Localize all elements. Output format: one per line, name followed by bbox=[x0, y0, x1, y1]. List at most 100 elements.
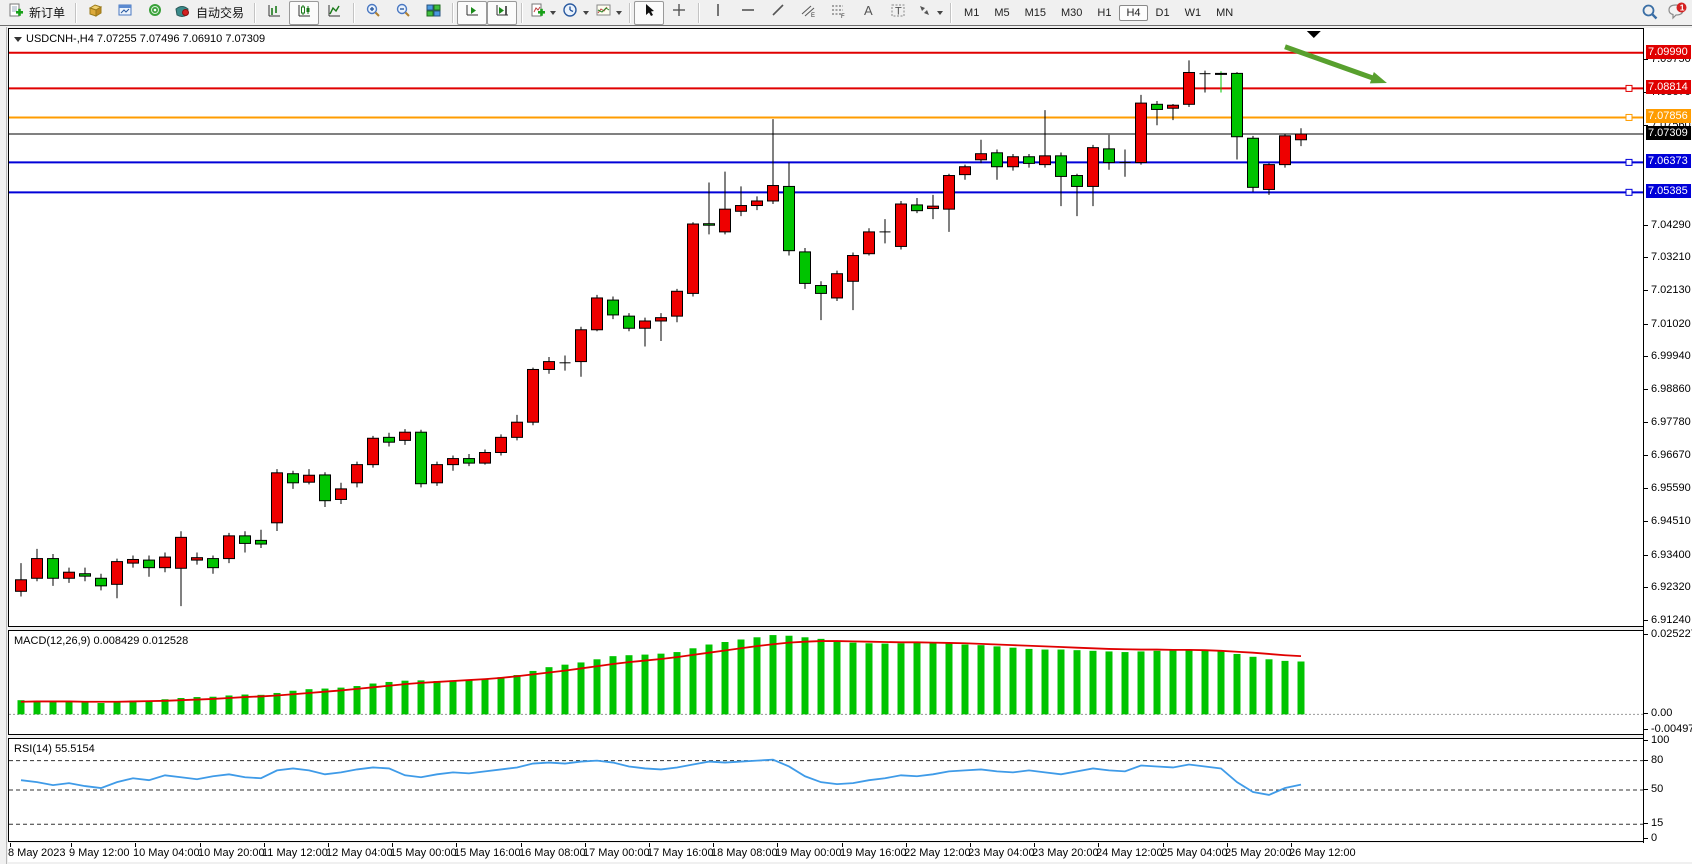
macd-bar bbox=[545, 667, 553, 715]
candle-body bbox=[1215, 72, 1227, 75]
time-tick bbox=[200, 843, 201, 847]
macd-bar bbox=[113, 701, 121, 715]
axis-tick-label: 6.91240 bbox=[1651, 614, 1691, 626]
arrows-tool-button[interactable] bbox=[913, 1, 946, 25]
templates-button[interactable] bbox=[592, 1, 625, 25]
vertical-line-icon bbox=[710, 2, 727, 24]
price-chart-panel[interactable]: USDCNH-,H4 7.07255 7.07496 7.06910 7.073… bbox=[8, 28, 1644, 627]
axis-tick-dash bbox=[1644, 59, 1648, 60]
chart-shift-button[interactable] bbox=[487, 0, 518, 25]
search-icon[interactable] bbox=[1640, 2, 1660, 27]
candle-body bbox=[431, 464, 443, 484]
tile-windows-icon bbox=[425, 2, 442, 24]
line-handle[interactable] bbox=[1625, 158, 1633, 166]
periods-button[interactable] bbox=[559, 1, 592, 25]
axis-tick-dash bbox=[1644, 225, 1648, 226]
macd-bar bbox=[673, 652, 681, 715]
collapse-icon[interactable] bbox=[14, 36, 22, 42]
macd-bar bbox=[97, 703, 105, 715]
macd-bar bbox=[561, 664, 569, 715]
tile-windows-button[interactable] bbox=[418, 1, 448, 25]
time-label: 25 May 04:00 bbox=[1161, 847, 1228, 859]
toolbar-right: 1 bbox=[1640, 2, 1688, 27]
cursor-button[interactable] bbox=[634, 0, 665, 25]
axis-tick-label: 100 bbox=[1651, 734, 1670, 746]
time-axis[interactable]: 8 May 2023 9 May 12:00 10 May 04:00 10 May … bbox=[8, 843, 1644, 862]
market-watch-button[interactable] bbox=[80, 1, 110, 25]
macd-bar bbox=[817, 638, 825, 715]
separator bbox=[353, 2, 355, 23]
macd-bar bbox=[769, 635, 777, 715]
time-tick bbox=[1098, 843, 1099, 847]
crosshair-button[interactable] bbox=[664, 1, 694, 25]
candlestick-type-button[interactable] bbox=[289, 0, 320, 25]
axis-tick-label: 80 bbox=[1651, 754, 1664, 766]
chart-window-button[interactable] bbox=[110, 1, 140, 25]
timeframe-h4[interactable]: H4 bbox=[1119, 4, 1148, 21]
equidistant-channel-tool-button[interactable]: E bbox=[793, 1, 823, 25]
new-order-button[interactable]: 新订单 bbox=[4, 1, 71, 25]
time-label: 26 May 12:00 bbox=[1289, 847, 1356, 859]
time-tick bbox=[906, 843, 907, 847]
auto-trading-button[interactable]: 自动交易 bbox=[170, 1, 250, 25]
price-axis[interactable]: 7.097507.086707.075607.042907.032107.021… bbox=[1643, 28, 1692, 862]
trend-arrow[interactable] bbox=[1284, 44, 1381, 83]
timeframe-mn[interactable]: MN bbox=[1216, 6, 1234, 19]
candle-body bbox=[415, 431, 427, 485]
time-label: 12 May 04:00 bbox=[326, 847, 393, 859]
timeframe-m30[interactable]: M30 bbox=[1061, 6, 1083, 19]
timeframe-w1[interactable]: W1 bbox=[1184, 6, 1202, 19]
timeframe-m1[interactable]: M1 bbox=[964, 6, 980, 19]
fibonacci-icon: F bbox=[830, 2, 847, 24]
macd-panel[interactable]: MACD(12,26,9) 0.008429 0.012528 bbox=[8, 630, 1644, 735]
sonar-button[interactable] bbox=[140, 1, 170, 25]
axis-tick-dash bbox=[1644, 789, 1648, 790]
timeframe-d1[interactable]: D1 bbox=[1155, 6, 1170, 19]
fibonacci-tool-button[interactable]: F bbox=[823, 1, 853, 25]
bar-chart-type-button[interactable] bbox=[259, 1, 289, 25]
candle-body bbox=[1103, 148, 1115, 163]
line-handle[interactable] bbox=[1625, 188, 1633, 196]
axis-tick-label: 6.99940 bbox=[1651, 350, 1691, 362]
vertical-line-tool-button[interactable] bbox=[703, 1, 733, 25]
separator bbox=[950, 2, 952, 23]
timeframe-m5[interactable]: M5 bbox=[994, 6, 1010, 19]
macd-chart[interactable] bbox=[9, 631, 1643, 734]
indicators-button[interactable] bbox=[526, 1, 559, 25]
axis-tick-dash bbox=[1644, 356, 1648, 357]
rsi-panel[interactable]: RSI(14) 55.5154 bbox=[8, 738, 1644, 842]
timeframe-m15[interactable]: M15 bbox=[1024, 6, 1046, 19]
candle-body bbox=[479, 452, 491, 464]
candle-body bbox=[383, 436, 395, 443]
text-tool-button[interactable]: A bbox=[853, 1, 883, 25]
time-tick bbox=[10, 843, 11, 847]
notifications-button[interactable]: 1 bbox=[1666, 2, 1688, 27]
candle-body bbox=[1135, 102, 1147, 163]
candle-body bbox=[735, 205, 747, 212]
line-chart-type-button[interactable] bbox=[319, 1, 349, 25]
time-label: 15 May 00:00 bbox=[390, 847, 457, 859]
price-badge: 7.06373 bbox=[1646, 154, 1691, 168]
rsi-chart[interactable] bbox=[9, 739, 1643, 841]
zoom-out-button[interactable] bbox=[388, 1, 418, 25]
text-label-tool-button[interactable]: T bbox=[883, 1, 913, 25]
line-chart-icon bbox=[326, 2, 343, 24]
line-handle[interactable] bbox=[1625, 84, 1633, 92]
timeframe-h1[interactable]: H1 bbox=[1097, 6, 1112, 19]
axis-tick-dash bbox=[1644, 713, 1648, 714]
candle-body bbox=[303, 474, 315, 483]
auto-scroll-button[interactable] bbox=[457, 0, 488, 25]
candlestick-chart[interactable] bbox=[9, 29, 1643, 626]
line-handle[interactable] bbox=[1625, 113, 1633, 121]
scroll-end-marker[interactable] bbox=[1306, 31, 1321, 38]
candle-body bbox=[1039, 155, 1051, 166]
macd-bar bbox=[1201, 650, 1209, 715]
zoom-in-button[interactable] bbox=[358, 1, 388, 25]
svg-text:A: A bbox=[864, 3, 873, 18]
candle-body bbox=[1247, 137, 1259, 188]
axis-tick-dash bbox=[1644, 634, 1648, 635]
horizontal-line-tool-button[interactable] bbox=[733, 1, 763, 25]
candle-body bbox=[767, 185, 779, 202]
macd-bar bbox=[385, 681, 393, 715]
trendline-tool-button[interactable] bbox=[763, 1, 793, 25]
